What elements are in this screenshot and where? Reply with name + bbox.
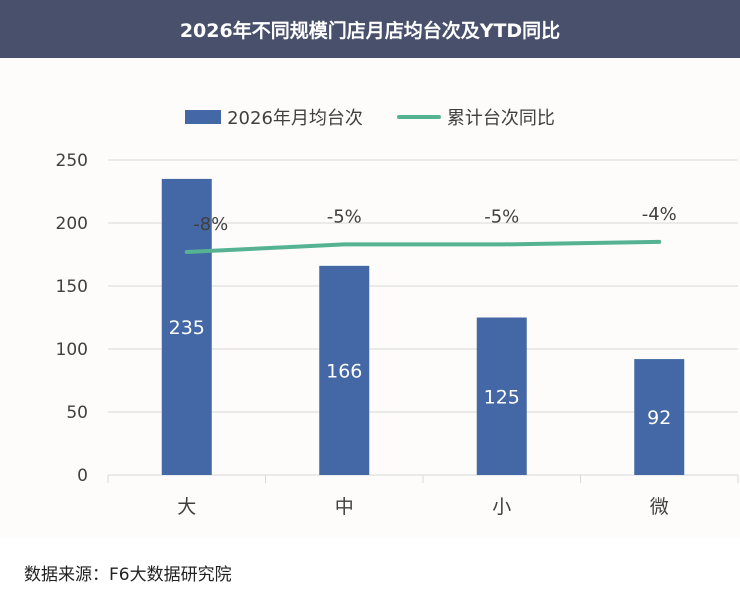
chart-title: 2026年不同规模门店月店均台次及YTD同比 [179,19,561,42]
line-series [184,239,662,254]
y-tick-label: 150 [56,277,88,297]
x-tick-label: 中 [335,496,354,518]
bar-data-label: 235 [169,317,205,339]
legend-bar-swatch [185,110,222,124]
bar [634,359,685,475]
y-tick-label: 100 [56,340,88,360]
y-tick-label: 200 [56,214,88,234]
legend-item-bar: 2026年月均台次 [185,104,363,130]
line-data-label: -8% [193,214,228,235]
bar [319,265,370,475]
legend-line-swatch [396,115,441,119]
data-source: 数据来源：F6大数据研究院 [24,565,232,585]
x-tick-label: 大 [177,496,196,518]
x-tick-label: 微 [650,496,669,518]
y-tick-label: 50 [66,403,88,423]
y-tick-label: 0 [77,466,88,486]
bar [161,178,212,475]
bar-line-chart: 0 50 100 150 200 250 235 大 166 中 125 小 92 微 -8% -5% -5% -… [56,151,739,518]
y-tick-label: 250 [56,151,88,171]
x-tick-label: 小 [492,496,511,518]
bar [476,317,527,475]
legend-item-line: 累计台次同比 [396,104,555,130]
title-bar: 2026年不同规模门店月店均台次及YTD同比 [0,0,740,58]
bar-data-label: 166 [326,360,362,382]
chart-area [0,58,740,538]
line-data-label: -5% [484,206,519,227]
chart-legend: 2026年月均台次 累计台次同比 [0,104,740,130]
legend-line-label: 累计台次同比 [446,108,555,129]
line-data-label: -5% [327,206,362,227]
bar-data-label: 92 [647,407,671,429]
bar-data-label: 125 [484,386,520,408]
legend-bar-label: 2026年月均台次 [227,108,363,129]
line-data-label: -4% [642,204,677,225]
